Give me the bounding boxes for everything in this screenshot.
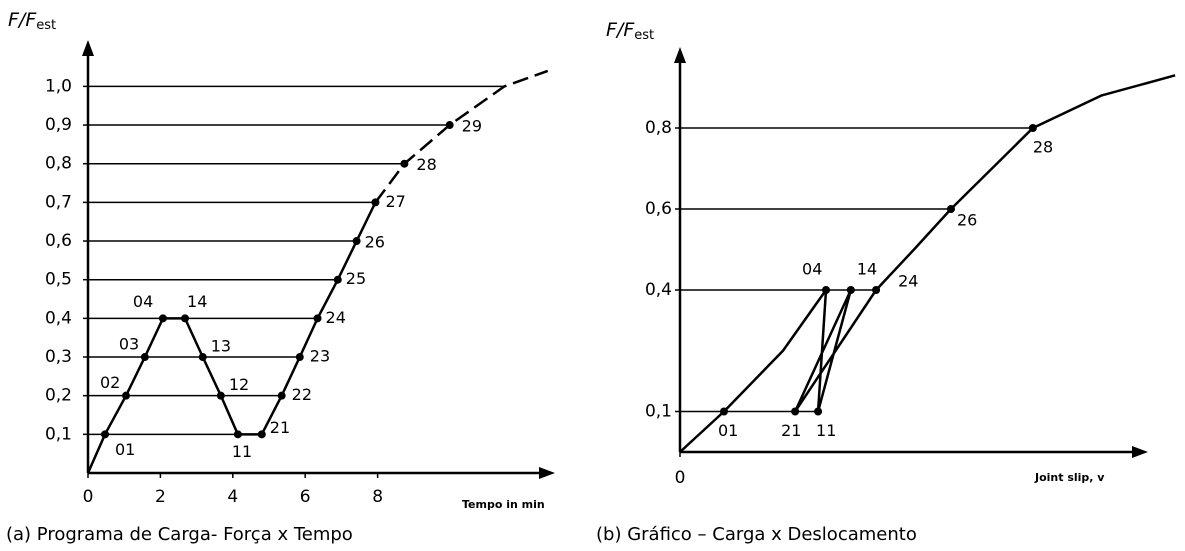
point bbox=[846, 286, 855, 294]
y-tick-label: 0,4 bbox=[45, 308, 72, 328]
point-label: 14 bbox=[857, 260, 877, 279]
x-tick-label: 0 bbox=[675, 468, 686, 488]
point-label: 24 bbox=[326, 308, 346, 327]
x-axis-label: Tempo in min bbox=[462, 498, 545, 511]
point bbox=[233, 430, 242, 439]
point-label: 11 bbox=[232, 442, 252, 461]
point-label: 02 bbox=[100, 373, 120, 392]
y-tick-label: 0,1 bbox=[45, 424, 72, 444]
point-label: 27 bbox=[385, 192, 405, 211]
x-tick-label: 4 bbox=[227, 487, 238, 507]
point bbox=[257, 430, 266, 439]
point-label: 28 bbox=[416, 155, 436, 174]
y-axis-label: F/Fest bbox=[8, 9, 56, 33]
x-tick-label: 2 bbox=[155, 487, 166, 507]
point-label: 26 bbox=[365, 233, 385, 252]
y-tick-label: 0,6 bbox=[645, 199, 672, 219]
point-label: 01 bbox=[718, 421, 738, 440]
point-label: 21 bbox=[270, 418, 290, 437]
x-axis-arrow bbox=[1132, 446, 1148, 458]
point bbox=[140, 353, 149, 362]
point bbox=[946, 205, 955, 213]
x-tick-label: 8 bbox=[372, 487, 383, 507]
point bbox=[814, 407, 823, 416]
x-tick-label: 6 bbox=[300, 487, 311, 507]
y-tick-label: 0,4 bbox=[645, 280, 672, 300]
curve bbox=[374, 69, 549, 204]
point bbox=[333, 275, 342, 284]
y-tick-label: 1,0 bbox=[45, 76, 72, 96]
y-tick-label: 0,5 bbox=[45, 270, 72, 290]
point bbox=[101, 430, 110, 439]
y-axis-label-main: F/F bbox=[8, 9, 37, 31]
point bbox=[822, 286, 831, 294]
point-label: 04 bbox=[133, 292, 153, 311]
point-label: 11 bbox=[816, 421, 836, 440]
x-tick-label: 0 bbox=[83, 487, 94, 507]
y-tick-label: 0,2 bbox=[45, 386, 72, 406]
chart: F/Fest Joint slip, v (b) Gráfico – Carga x… bbox=[596, 19, 1176, 545]
caption: (b) Gráfico – Carga x Deslocamento bbox=[596, 524, 917, 545]
y-axis-arrow bbox=[82, 40, 94, 56]
point-label: 14 bbox=[187, 292, 207, 311]
point-label: 25 bbox=[346, 269, 366, 288]
point bbox=[216, 391, 225, 400]
chart: F/Fest Tempo in min (a) Programa de Carga-… bbox=[6, 9, 555, 545]
x-axis-label: Joint slip, v bbox=[1034, 471, 1105, 484]
point-label: 03 bbox=[119, 335, 139, 354]
point-label: 26 bbox=[957, 211, 977, 230]
point bbox=[352, 237, 361, 246]
point-label: 04 bbox=[802, 260, 822, 279]
y-tick-label: 0,3 bbox=[45, 347, 72, 367]
y-axis-label: F/Fest bbox=[606, 19, 654, 43]
point bbox=[1028, 124, 1037, 132]
point bbox=[277, 391, 286, 400]
y-tick-label: 0,9 bbox=[45, 115, 72, 135]
point-label: 29 bbox=[462, 117, 482, 136]
y-axis-label-sub: est bbox=[36, 18, 56, 33]
point-label: 12 bbox=[229, 375, 249, 394]
point-label: 01 bbox=[115, 440, 135, 459]
y-tick-label: 0,1 bbox=[645, 402, 672, 422]
point bbox=[158, 314, 167, 323]
point-label: 23 bbox=[310, 347, 330, 366]
point bbox=[872, 286, 881, 294]
point bbox=[295, 353, 304, 362]
point bbox=[400, 159, 409, 168]
curve bbox=[679, 74, 1176, 453]
point bbox=[122, 391, 131, 400]
y-axis-arrow bbox=[674, 47, 686, 63]
point bbox=[181, 314, 190, 323]
point bbox=[198, 353, 207, 362]
point-label: 24 bbox=[898, 272, 918, 291]
y-tick-label: 0,8 bbox=[45, 154, 72, 174]
point-label: 21 bbox=[781, 421, 801, 440]
x-axis-arrow bbox=[539, 467, 555, 479]
point-label: 13 bbox=[211, 337, 231, 356]
y-tick-label: 0,8 bbox=[645, 118, 672, 138]
point bbox=[719, 407, 728, 416]
point-label: 22 bbox=[292, 385, 312, 404]
point-label: 28 bbox=[1033, 138, 1053, 157]
y-axis-label-sub: est bbox=[634, 28, 654, 43]
y-axis-label-main: F/F bbox=[606, 19, 635, 41]
point bbox=[445, 121, 454, 130]
point bbox=[313, 314, 322, 323]
point bbox=[791, 407, 800, 416]
y-tick-label: 0,7 bbox=[45, 192, 72, 212]
caption: (a) Programa de Carga- Força x Tempo bbox=[6, 524, 353, 545]
curve bbox=[86, 201, 377, 474]
y-tick-label: 0,6 bbox=[45, 231, 72, 251]
